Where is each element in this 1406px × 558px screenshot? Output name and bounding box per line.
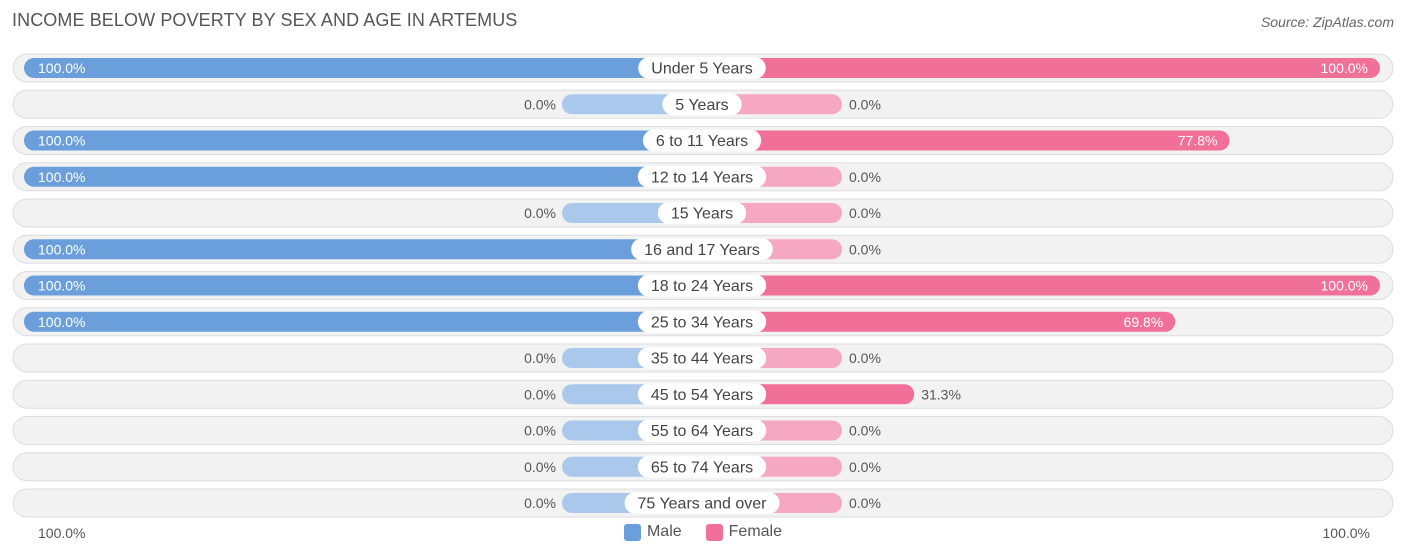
row-18-to-24-years: 100.0% 100.0% 18 to 24 Years — [12, 271, 1394, 300]
category-label: Under 5 Years — [651, 61, 752, 78]
row-35-to-44-years: 0.0% 0.0% 35 to 44 Years — [12, 343, 1394, 373]
row-75-years-and-over: 0.0% 0.0% 75 Years and over — [12, 488, 1394, 518]
category-pill — [642, 129, 762, 152]
female-bar — [702, 311, 1176, 332]
category-pill — [662, 93, 742, 116]
row-45-to-54-years: 0.0% 31.3% 45 to 54 Years — [12, 379, 1394, 409]
row-65-to-74-years: 0.0% 0.0% 65 to 74 Years — [12, 452, 1394, 482]
source-label: Source: ZipAtlas.com — [1260, 14, 1394, 30]
chart-title: INCOME BELOW POVERTY BY SEX AND AGE IN A… — [12, 10, 518, 30]
bar-chart: 100.0% 100.0% Under 5 Years 0.0% 0.0% 5 Years… — [12, 53, 1394, 518]
female-value-label: 69.8% — [1124, 314, 1164, 330]
female-value-label: 0.0% — [849, 205, 881, 221]
female-value-label: 0.0% — [849, 350, 881, 366]
category-label: 16 and 17 Years — [644, 242, 760, 259]
female-bar — [702, 275, 1380, 296]
category-pill — [637, 310, 767, 333]
legend-label-female: Female — [728, 523, 783, 540]
category-pill — [637, 347, 767, 369]
row-12-to-14-years: 100.0% 0.0% 12 to 14 Years — [12, 162, 1394, 192]
row-25-to-34-years: 100.0% 69.8% 25 to 34 Years — [12, 307, 1394, 337]
legend-item-male: Male — [623, 523, 682, 541]
male-value-label: 0.0% — [524, 386, 556, 402]
axis-left-label: 100.0% — [38, 525, 86, 541]
female-value-label: 31.3% — [921, 386, 961, 402]
male-value-label: 0.0% — [524, 495, 556, 511]
male-value-label: 0.0% — [524, 205, 556, 221]
male-value-label: 100.0% — [38, 278, 85, 294]
category-label: 5 Years — [675, 97, 728, 114]
row-15-years: 0.0% 0.0% 15 Years — [12, 198, 1394, 228]
female-bar — [702, 130, 1230, 151]
male-value-label: 0.0% — [524, 96, 556, 112]
axis-right-label: 100.0% — [1322, 525, 1370, 541]
category-label: 45 to 54 Years — [651, 387, 753, 404]
legend: Male Female — [0, 523, 1406, 541]
category-pill — [657, 202, 747, 224]
category-label: 55 to 64 Years — [651, 423, 753, 440]
row-5-years: 0.0% 0.0% 5 Years — [12, 89, 1394, 119]
male-value-label: 0.0% — [524, 350, 556, 366]
female-value-label: 0.0% — [849, 169, 881, 185]
female-value-label: 0.0% — [849, 459, 881, 475]
legend-swatch-female — [705, 523, 723, 541]
female-value-label: 100.0% — [1321, 278, 1368, 294]
legend-label-male: Male — [646, 523, 682, 540]
category-pill — [637, 455, 767, 478]
category-label: 75 Years and over — [638, 496, 768, 513]
category-label: 12 to 14 Years — [651, 169, 753, 186]
male-value-label: 0.0% — [524, 423, 556, 439]
category-pill — [624, 492, 780, 514]
male-value-label: 0.0% — [524, 459, 556, 475]
male-bar — [24, 239, 702, 260]
category-pill — [637, 383, 767, 406]
male-value-label: 100.0% — [38, 241, 85, 257]
male-bar — [24, 130, 702, 151]
male-bar — [24, 275, 702, 296]
category-label: 65 to 74 Years — [651, 459, 753, 476]
female-value-label: 77.8% — [1178, 133, 1218, 149]
female-value-label: 100.0% — [1321, 60, 1368, 76]
category-label: 15 Years — [671, 206, 733, 223]
male-bar — [24, 166, 702, 187]
female-value-label: 0.0% — [849, 96, 881, 112]
male-value-label: 100.0% — [38, 60, 85, 76]
female-value-label: 0.0% — [849, 495, 881, 511]
male-value-label: 100.0% — [38, 169, 85, 185]
row-under-5-years: 100.0% 100.0% Under 5 Years — [12, 53, 1394, 83]
category-pill — [638, 57, 766, 79]
category-label: 18 to 24 Years — [651, 278, 753, 295]
category-label: 35 to 44 Years — [651, 351, 753, 368]
male-value-label: 100.0% — [38, 133, 85, 149]
male-bar — [24, 58, 702, 78]
male-value-label: 100.0% — [38, 314, 85, 330]
male-bar — [24, 311, 702, 332]
row-55-to-64-years: 0.0% 0.0% 55 to 64 Years — [12, 416, 1394, 445]
legend-swatch-male — [623, 523, 641, 541]
category-pill — [637, 274, 767, 297]
row-6-to-11-years: 100.0% 77.8% 6 to 11 Years — [12, 126, 1394, 155]
category-pill — [631, 238, 773, 261]
female-value-label: 0.0% — [849, 241, 881, 257]
legend-item-female: Female — [705, 523, 783, 541]
category-pill — [637, 419, 767, 442]
category-pill — [637, 165, 767, 188]
row-16-and-17-years: 100.0% 0.0% 16 and 17 Years — [12, 234, 1394, 264]
female-value-label: 0.0% — [849, 423, 881, 439]
category-label: 25 to 34 Years — [651, 314, 753, 331]
category-label: 6 to 11 Years — [656, 133, 748, 150]
female-bar — [702, 58, 1380, 78]
